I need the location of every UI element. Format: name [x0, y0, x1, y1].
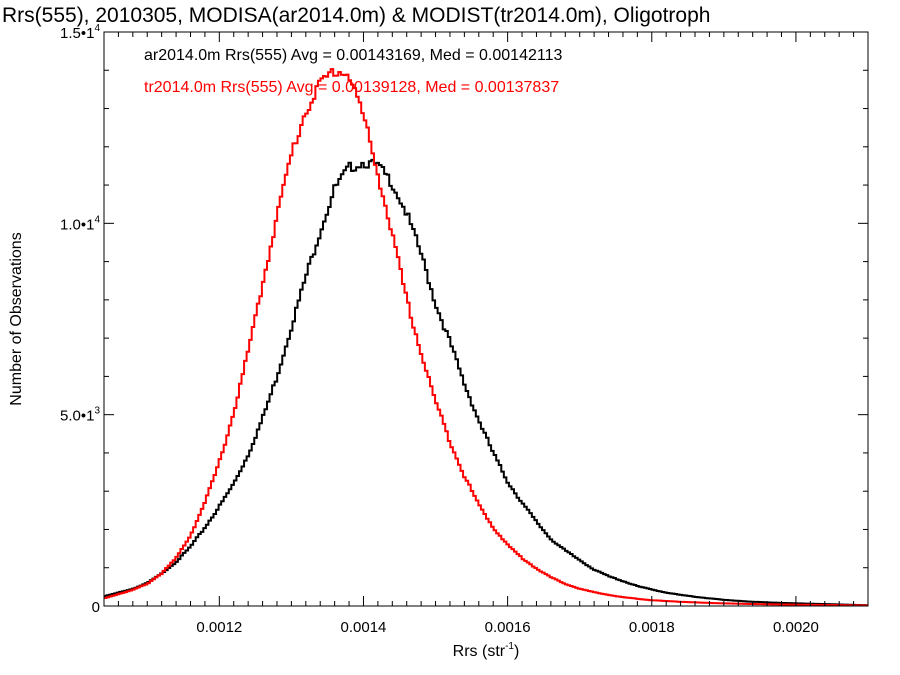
series-line-ar2014-0m [104, 158, 868, 607]
y-tick-mantissa: 5.0•1 [60, 408, 94, 425]
y-tick-label: 5.0•13 [60, 406, 100, 425]
y-tick-mantissa: 1.0•1 [60, 216, 94, 233]
chart-title: Rrs(555), 2010305, MODISA(ar2014.0m) & M… [2, 4, 710, 27]
x-axis-ticks: 0.0012 0.0014 0.0016 0.0018 0.0020 [103, 32, 869, 636]
y-axis-label: Number of Observations [8, 232, 25, 405]
series-line-tr2014-0m [104, 68, 868, 607]
x-axis-label-base: Rrs (str [453, 643, 506, 660]
x-tick-label: 0.0012 [196, 619, 242, 636]
x-tick-label: 0.0016 [485, 619, 531, 636]
y-tick-mantissa: 0 [92, 599, 100, 616]
y-tick-label: 1.5•14 [60, 23, 100, 42]
x-tick-label: 0.0020 [773, 619, 819, 636]
legend-entry-ar2014: ar2014.0m Rrs(555) Avg = 0.00143169, Med… [144, 47, 562, 64]
y-tick-label: 0 [92, 599, 100, 616]
x-tick-label: 0.0014 [341, 619, 387, 636]
y-axis-ticks: 05.0•131.0•141.5•14 [60, 23, 868, 616]
series-layer [104, 68, 868, 607]
y-tick-exponent: 4 [94, 23, 100, 34]
x-axis-label: Rrs (str-1) [453, 641, 520, 660]
y-tick-exponent: 3 [94, 406, 100, 417]
y-tick-exponent: 4 [94, 214, 100, 225]
plot-frame [103, 31, 869, 607]
x-axis-label-close: ) [514, 643, 519, 660]
y-tick-label: 1.0•14 [60, 214, 100, 233]
x-axis-label-sup: -1 [505, 641, 514, 652]
y-tick-mantissa: 1.5•1 [60, 25, 94, 42]
x-tick-label: 0.0018 [629, 619, 675, 636]
legend-entry-tr2014: tr2014.0m Rrs(555) Avg = 0.00139128, Med… [144, 79, 559, 96]
